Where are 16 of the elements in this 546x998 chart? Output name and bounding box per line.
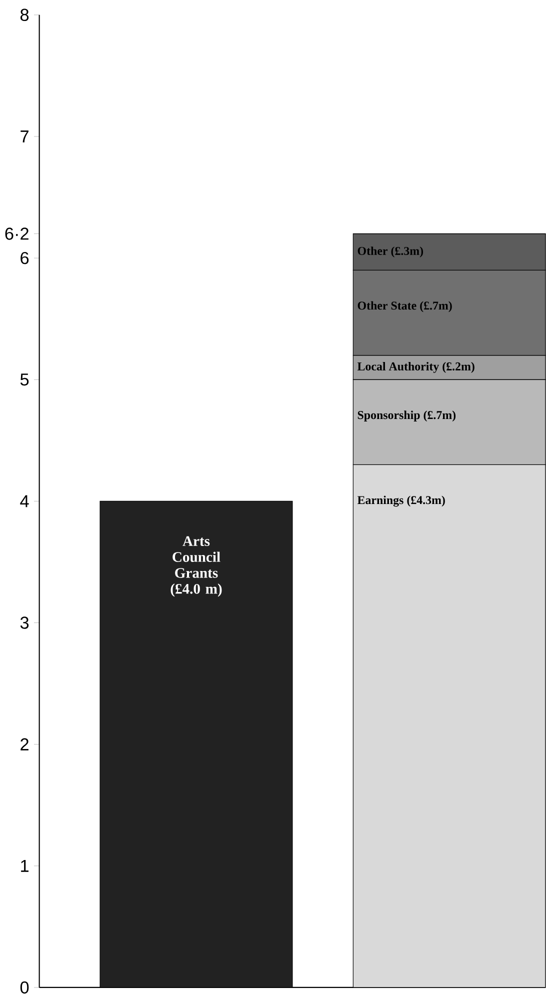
series-label: Arts Council Grants (£4.0 m) bbox=[170, 536, 222, 597]
series-label: Earnings (£4.3m) bbox=[357, 496, 445, 507]
y-tick-label: 3 bbox=[20, 616, 29, 629]
series-label: Other State (£.7m) bbox=[358, 301, 452, 312]
y-tick-label: 8 bbox=[20, 8, 29, 22]
y-tick-label: 2 bbox=[20, 738, 28, 750]
series-label: Sponsorship (£.7m) bbox=[358, 410, 456, 422]
series-label: Local Authority (£.2m) bbox=[357, 362, 474, 373]
y-tick-label: 7 bbox=[20, 130, 28, 142]
y-tick-label: 0 bbox=[20, 981, 29, 994]
y-tick-label: 1 bbox=[21, 860, 28, 872]
y-tick-label: 4 bbox=[20, 495, 29, 508]
series-label: Other (£.3m) bbox=[358, 246, 424, 258]
y-tick-label: 6 bbox=[20, 252, 29, 264]
y-tick-label: 5 bbox=[20, 374, 29, 386]
y-tick-label: 6·2 bbox=[5, 228, 28, 240]
